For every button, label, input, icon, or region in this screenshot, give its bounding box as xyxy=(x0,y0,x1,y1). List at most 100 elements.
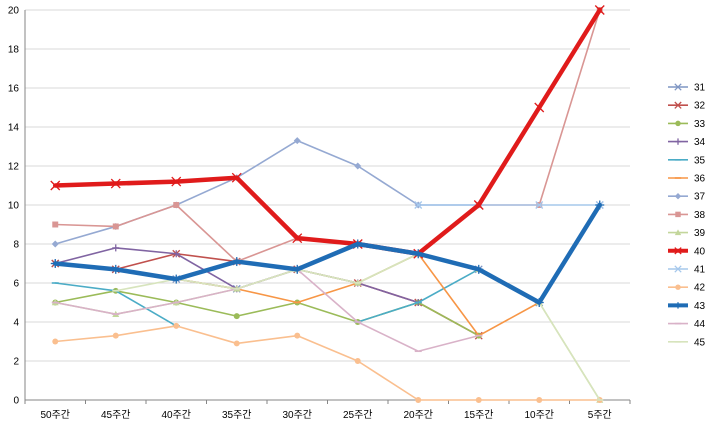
data-point-34 xyxy=(172,250,180,258)
legend-item-38: 38 xyxy=(668,210,706,221)
legend-item-35: 35 xyxy=(668,155,706,166)
y-tick-label: 12 xyxy=(8,162,20,173)
legend-label: 44 xyxy=(694,319,706,330)
legend-marker xyxy=(674,247,682,255)
data-point-43 xyxy=(171,274,181,284)
data-point-43 xyxy=(292,264,302,274)
series-line-34 xyxy=(54,247,420,304)
data-point-42 xyxy=(536,397,543,403)
legend-label: 43 xyxy=(694,301,706,312)
series-lines xyxy=(50,5,605,403)
y-tick-label: 20 xyxy=(8,6,20,17)
data-point-40 xyxy=(50,180,61,191)
x-tick-label: 20주간 xyxy=(403,409,433,421)
legend-label: 36 xyxy=(694,174,706,185)
legend-label: 40 xyxy=(694,246,706,257)
legend-marker xyxy=(674,229,682,236)
y-tick-label: 8 xyxy=(13,240,19,251)
y-tick-label: 0 xyxy=(13,396,19,407)
series-40 xyxy=(50,5,605,259)
legend-item-44: 44 xyxy=(668,319,706,330)
legend-marker xyxy=(675,120,681,127)
legend-label: 33 xyxy=(694,119,706,130)
legend-marker xyxy=(674,265,682,273)
legend-item-32: 32 xyxy=(668,101,706,112)
legend-item-37: 37 xyxy=(668,192,706,203)
legend-marker xyxy=(674,193,682,200)
data-point-38 xyxy=(173,202,180,208)
data-point-40 xyxy=(534,102,545,113)
legend-label: 38 xyxy=(694,210,706,221)
data-point-40 xyxy=(292,233,303,244)
y-tick-label: 16 xyxy=(8,84,20,95)
legend-item-40: 40 xyxy=(668,246,706,257)
y-tick-label: 10 xyxy=(8,201,20,212)
y-tick-label: 2 xyxy=(13,357,19,368)
data-point-43 xyxy=(111,264,121,274)
legend-marker xyxy=(675,284,681,290)
gridlines xyxy=(25,9,630,401)
legend-marker xyxy=(674,83,682,91)
x-tick-label: 30주간 xyxy=(282,409,312,421)
data-point-42 xyxy=(52,338,59,345)
data-point-43 xyxy=(474,264,484,274)
legend-marker xyxy=(675,211,681,218)
y-tick-label: 14 xyxy=(8,123,20,134)
data-point-37 xyxy=(354,162,362,170)
series-line-43 xyxy=(53,202,602,305)
series-43 xyxy=(50,200,605,307)
series-41 xyxy=(414,201,604,209)
x-tick-label: 40주간 xyxy=(161,409,191,421)
data-point-43 xyxy=(534,298,544,307)
legend-item-31: 31 xyxy=(668,83,706,94)
data-point-43 xyxy=(595,200,605,210)
legend-item-42: 42 xyxy=(668,283,706,294)
legend-item-39: 39 xyxy=(668,228,706,239)
series-line-42 xyxy=(54,325,601,401)
legend-label: 37 xyxy=(694,192,706,203)
legend-item-34: 34 xyxy=(668,137,706,148)
data-point-37 xyxy=(51,240,59,248)
data-point-42 xyxy=(475,397,482,403)
data-point-40 xyxy=(473,200,484,210)
legend-marker xyxy=(674,138,682,145)
x-tick-label: 50주간 xyxy=(40,409,70,421)
legend-label: 35 xyxy=(694,155,706,166)
legend-label: 32 xyxy=(694,101,706,112)
legend-label: 31 xyxy=(694,83,706,94)
series-line-38 xyxy=(54,9,601,263)
legend-item-45: 45 xyxy=(668,337,706,348)
legend-label: 42 xyxy=(694,283,706,294)
legend-item-41: 41 xyxy=(668,265,706,276)
data-point-42 xyxy=(354,358,361,364)
legend-marker xyxy=(674,101,682,109)
data-point-42 xyxy=(233,340,240,347)
x-tick-label: 35주간 xyxy=(222,409,252,421)
series-35 xyxy=(51,268,483,327)
data-point-42 xyxy=(173,322,180,329)
data-point-40 xyxy=(594,5,605,15)
x-tick-label: 15주간 xyxy=(464,409,494,421)
data-point-38 xyxy=(112,223,119,230)
series-line-40 xyxy=(53,7,602,256)
legend-item-43: 43 xyxy=(668,301,706,312)
legend-item-36: 36 xyxy=(668,174,706,185)
data-point-43 xyxy=(50,259,60,268)
data-point-42 xyxy=(415,397,422,403)
data-point-40 xyxy=(231,172,242,183)
series-line-35 xyxy=(356,268,480,323)
legend-item-33: 33 xyxy=(668,119,706,130)
x-tick-label: 45주간 xyxy=(101,409,131,421)
data-point-42 xyxy=(112,332,119,339)
legend-marker xyxy=(674,302,682,309)
series-37 xyxy=(51,137,483,248)
data-point-41 xyxy=(535,201,544,209)
x-tick-label: 25주간 xyxy=(343,409,373,421)
x-tick-label: 10주간 xyxy=(524,409,554,421)
series-34 xyxy=(51,244,422,306)
data-point-38 xyxy=(52,221,59,228)
data-point-40 xyxy=(171,176,182,187)
axes: 0 2 4 6 8 10 12 14 16 18 20 50주간 45주간 40주간 35주간 30주간 25주… xyxy=(8,6,631,421)
